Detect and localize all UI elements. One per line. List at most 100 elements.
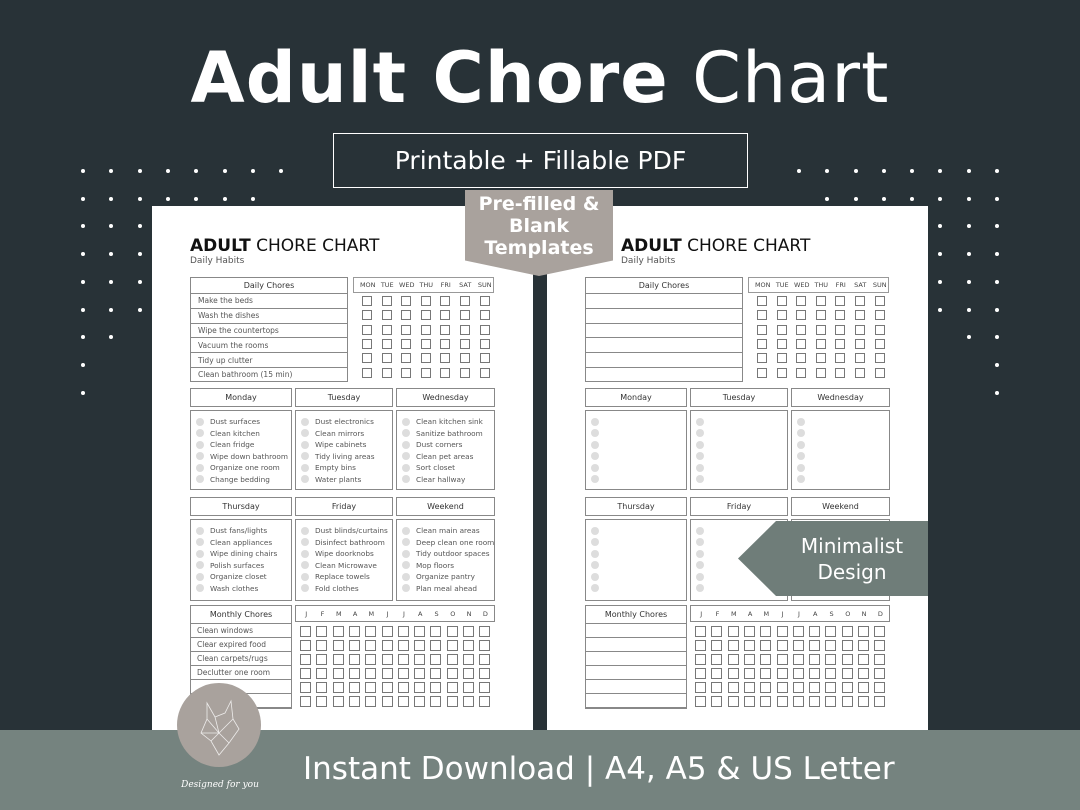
monthly-checkbox[interactable]: [381, 682, 393, 693]
circle-checkbox-icon[interactable]: [301, 526, 309, 535]
monthly-checkbox[interactable]: [825, 696, 837, 707]
daily-checkbox[interactable]: [776, 296, 787, 306]
list-item[interactable]: Dust fans/lights: [196, 525, 291, 537]
daily-checkbox[interactable]: [460, 324, 470, 335]
daily-checkbox[interactable]: [381, 296, 392, 306]
monthly-checkbox[interactable]: [743, 640, 755, 651]
circle-checkbox-icon[interactable]: [301, 549, 309, 558]
monthly-checkbox[interactable]: [300, 640, 311, 651]
daily-checkbox[interactable]: [440, 310, 451, 321]
monthly-checkbox[interactable]: [809, 682, 821, 693]
monthly-checkbox[interactable]: [743, 654, 755, 665]
list-item[interactable]: Clean mirrors: [301, 428, 392, 440]
list-item[interactable]: Plan meal ahead: [402, 583, 494, 595]
monthly-checkbox[interactable]: [397, 626, 409, 637]
list-item[interactable]: [696, 525, 787, 537]
monthly-checkbox[interactable]: [792, 668, 804, 679]
daily-checkbox[interactable]: [757, 324, 767, 335]
daily-checkbox[interactable]: [460, 367, 470, 378]
monthly-checkbox[interactable]: [381, 668, 393, 679]
monthly-checkbox[interactable]: [479, 640, 491, 651]
list-item[interactable]: [591, 525, 686, 537]
daily-checkbox[interactable]: [440, 296, 451, 306]
daily-checkbox[interactable]: [440, 353, 451, 364]
list-item[interactable]: [591, 428, 686, 440]
daily-checkbox[interactable]: [835, 367, 846, 378]
list-item[interactable]: Clean main areas: [402, 525, 494, 537]
monthly-checkbox[interactable]: [695, 640, 706, 651]
list-item[interactable]: Organize one room: [196, 462, 291, 474]
monthly-checkbox[interactable]: [841, 626, 853, 637]
list-item[interactable]: Dust electronics: [301, 416, 392, 428]
daily-checkbox[interactable]: [420, 296, 431, 306]
monthly-checkbox[interactable]: [809, 654, 821, 665]
monthly-checkbox[interactable]: [348, 640, 360, 651]
list-item[interactable]: Organize pantry: [402, 571, 494, 583]
circle-checkbox-icon[interactable]: [301, 475, 309, 484]
circle-checkbox-icon[interactable]: [196, 561, 204, 570]
daily-checkbox[interactable]: [479, 324, 490, 335]
list-item[interactable]: Dust corners: [402, 439, 494, 451]
daily-checkbox[interactable]: [835, 296, 846, 306]
daily-checkbox[interactable]: [401, 353, 412, 364]
circle-checkbox-icon[interactable]: [591, 572, 599, 581]
list-item[interactable]: [696, 451, 787, 463]
daily-checkbox[interactable]: [796, 296, 807, 306]
circle-checkbox-icon[interactable]: [196, 429, 204, 438]
daily-checkbox[interactable]: [401, 367, 412, 378]
monthly-checkbox[interactable]: [695, 668, 706, 679]
circle-checkbox-icon[interactable]: [402, 452, 410, 461]
monthly-checkbox[interactable]: [414, 696, 426, 707]
daily-checkbox[interactable]: [362, 296, 372, 306]
list-item[interactable]: Dust surfaces: [196, 416, 291, 428]
circle-checkbox-icon[interactable]: [696, 440, 704, 449]
circle-checkbox-icon[interactable]: [797, 417, 805, 426]
monthly-checkbox[interactable]: [792, 640, 804, 651]
circle-checkbox-icon[interactable]: [591, 417, 599, 426]
monthly-checkbox[interactable]: [711, 654, 723, 665]
monthly-checkbox[interactable]: [695, 682, 706, 693]
circle-checkbox-icon[interactable]: [196, 475, 204, 484]
monthly-checkbox[interactable]: [446, 640, 458, 651]
daily-checkbox[interactable]: [479, 367, 490, 378]
monthly-checkbox[interactable]: [760, 682, 772, 693]
monthly-checkbox[interactable]: [463, 626, 474, 637]
monthly-checkbox[interactable]: [760, 640, 772, 651]
monthly-checkbox[interactable]: [463, 640, 474, 651]
list-item[interactable]: [591, 560, 686, 572]
monthly-checkbox[interactable]: [446, 626, 458, 637]
circle-checkbox-icon[interactable]: [696, 584, 704, 593]
daily-checkbox[interactable]: [796, 338, 807, 349]
list-item[interactable]: [696, 560, 787, 572]
monthly-checkbox[interactable]: [316, 640, 328, 651]
monthly-checkbox[interactable]: [479, 668, 491, 679]
monthly-checkbox[interactable]: [348, 668, 360, 679]
monthly-checkbox[interactable]: [874, 682, 886, 693]
monthly-checkbox[interactable]: [858, 654, 869, 665]
circle-checkbox-icon[interactable]: [591, 526, 599, 535]
monthly-checkbox[interactable]: [446, 668, 458, 679]
daily-checkbox[interactable]: [757, 367, 767, 378]
monthly-checkbox[interactable]: [809, 668, 821, 679]
daily-checkbox[interactable]: [420, 367, 431, 378]
monthly-checkbox[interactable]: [479, 626, 491, 637]
circle-checkbox-icon[interactable]: [196, 549, 204, 558]
daily-checkbox[interactable]: [855, 310, 865, 321]
circle-checkbox-icon[interactable]: [301, 452, 309, 461]
daily-checkbox[interactable]: [776, 324, 787, 335]
monthly-checkbox[interactable]: [348, 654, 360, 665]
circle-checkbox-icon[interactable]: [797, 429, 805, 438]
circle-checkbox-icon[interactable]: [797, 440, 805, 449]
list-item[interactable]: [696, 439, 787, 451]
list-item[interactable]: [591, 416, 686, 428]
monthly-checkbox[interactable]: [711, 682, 723, 693]
circle-checkbox-icon[interactable]: [402, 549, 410, 558]
circle-checkbox-icon[interactable]: [797, 475, 805, 484]
circle-checkbox-icon[interactable]: [591, 584, 599, 593]
monthly-checkbox[interactable]: [695, 626, 706, 637]
daily-checkbox[interactable]: [815, 353, 826, 364]
daily-checkbox[interactable]: [381, 353, 392, 364]
circle-checkbox-icon[interactable]: [696, 429, 704, 438]
monthly-checkbox[interactable]: [397, 682, 409, 693]
monthly-checkbox[interactable]: [809, 640, 821, 651]
